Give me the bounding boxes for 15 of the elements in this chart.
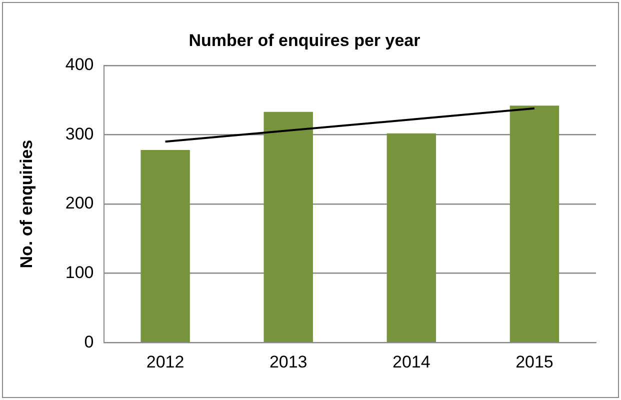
bar xyxy=(386,133,436,342)
y-tick-label: 200 xyxy=(65,194,94,213)
y-tick-label: 300 xyxy=(65,124,94,144)
x-tick-label: 2015 xyxy=(516,352,554,372)
chart-title: Number of enquires per year xyxy=(188,30,421,50)
x-tick-label: 2014 xyxy=(392,352,430,372)
y-tick-label: 400 xyxy=(65,55,94,74)
y-tick-label: 0 xyxy=(84,332,94,352)
bar xyxy=(140,150,190,342)
bar xyxy=(264,112,313,342)
x-tick-label: 2013 xyxy=(269,352,308,372)
y-axis-title: No. of enquiries xyxy=(16,140,36,268)
bar xyxy=(510,106,560,342)
y-tick-label: 100 xyxy=(65,262,94,282)
x-tick-label: 2012 xyxy=(146,352,184,372)
